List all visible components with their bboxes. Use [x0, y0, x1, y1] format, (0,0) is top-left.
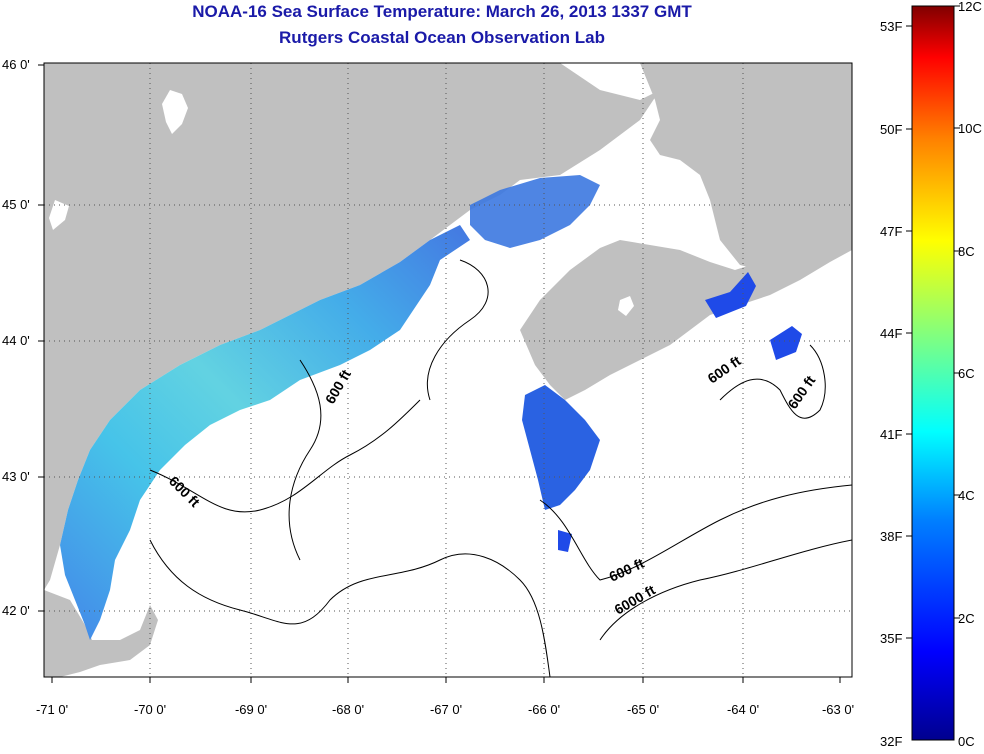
x-tick-label: -65 0' [627, 702, 659, 717]
sst-nova-scotia-patch [522, 385, 600, 510]
colorbar-label-f: 53F [880, 19, 902, 34]
y-tick-label: 46 0' [2, 57, 30, 72]
land-nova-scotia [520, 232, 852, 400]
colorbar-label-c: 0C [958, 734, 975, 749]
x-tick-label: -64 0' [727, 702, 759, 717]
colorbar-label-c: 2C [958, 611, 975, 626]
x-tick-label: -67 0' [430, 702, 462, 717]
lake [618, 296, 634, 316]
y-tick-label: 44 0' [2, 333, 30, 348]
y-axis-ticks [38, 64, 44, 612]
x-axis-ticks [51, 677, 841, 683]
x-tick-label: -70 0' [134, 702, 166, 717]
colorbar-label-f: 47F [880, 224, 902, 239]
colorbar-label-f: 32F [880, 734, 902, 749]
sst-fundy-patch [470, 175, 600, 248]
colorbar-label-c: 4C [958, 488, 975, 503]
land-maine [44, 63, 660, 590]
lake [49, 200, 69, 230]
x-tick-label: -66 0' [528, 702, 560, 717]
y-tick-label: 43 0' [2, 469, 30, 484]
colorbar-label-f: 35F [880, 631, 902, 646]
x-tick-label: -63 0' [822, 702, 854, 717]
sst-small-patch [558, 530, 572, 552]
sst-coastal-band [60, 225, 470, 640]
y-tick-label: 45 0' [2, 197, 30, 212]
colorbar-label-f: 41F [880, 427, 902, 442]
map-title: NOAA-16 Sea Surface Temperature: March 2… [192, 2, 692, 21]
colorbar-label-c: 12C [958, 0, 982, 14]
land-new-brunswick [640, 63, 852, 270]
colorbar-label-c: 10C [958, 121, 982, 136]
map-subtitle: Rutgers Coastal Ocean Observation Lab [279, 28, 605, 47]
x-tick-label: -69 0' [235, 702, 267, 717]
colorbar-label-c: 6C [958, 366, 975, 381]
colorbar-label-f: 50F [880, 122, 902, 137]
colorbar-ticks [906, 5, 960, 639]
map-frame [43, 62, 853, 678]
colorbar-label-c: 8C [958, 244, 975, 259]
land-cape-cod [44, 590, 158, 677]
lake [162, 90, 188, 134]
colorbar-label-f: 44F [880, 326, 902, 341]
bathymetry-contours [149, 259, 852, 677]
y-tick-label: 42 0' [2, 603, 30, 618]
x-tick-label: -71 0' [36, 702, 68, 717]
colorbar [911, 5, 955, 741]
colorbar-label-f: 38F [880, 529, 902, 544]
sst-small-patch [770, 326, 802, 360]
x-tick-label: -68 0' [332, 702, 364, 717]
